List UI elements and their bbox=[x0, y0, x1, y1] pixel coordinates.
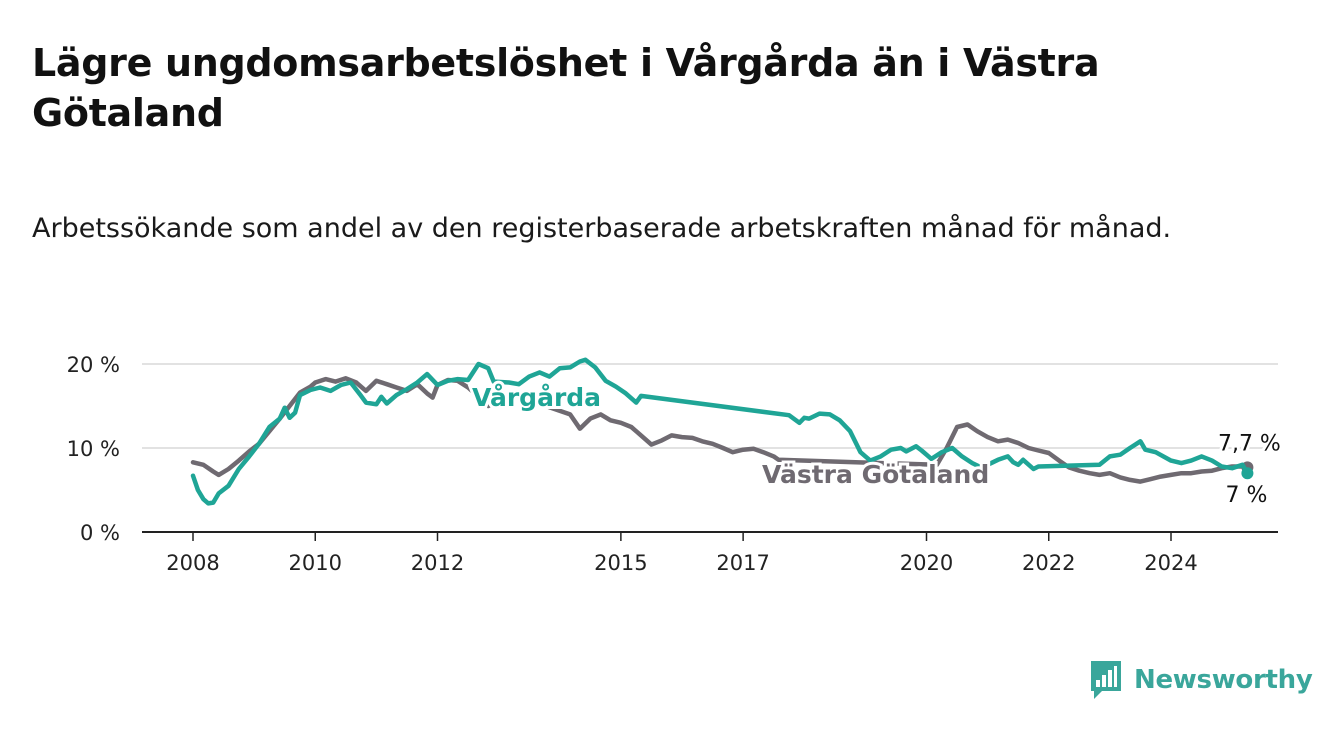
x-tick-label: 2020 bbox=[900, 551, 953, 575]
series-labels: Vårgårda Västra Götaland 7,7 % 7 % bbox=[469, 380, 1284, 511]
series-line-v-rg-rda bbox=[190, 357, 1250, 506]
series-label-vastra-gotaland: Västra Götaland bbox=[762, 460, 989, 489]
chart-subtitle: Arbetssökande som andel av den registerb… bbox=[32, 213, 1172, 244]
y-tick-label: 20 % bbox=[67, 353, 120, 377]
newsworthy-chart-icon bbox=[1091, 661, 1121, 699]
x-tick-label: 2017 bbox=[716, 551, 769, 575]
end-label-vastra-gotaland: 7,7 % bbox=[1218, 431, 1281, 456]
y-axis-ticks: 0 % 10 % 20 % bbox=[67, 353, 120, 545]
x-tick-label: 2008 bbox=[166, 551, 219, 575]
series-line-v-stra-g-taland bbox=[190, 376, 1250, 484]
y-tick-label: 10 % bbox=[67, 437, 120, 461]
end-label-vargarda: 7 % bbox=[1225, 483, 1267, 508]
end-point-v-rg-rda bbox=[1241, 467, 1254, 480]
chart-title: Lägre ungdomsarbetslöshet i Vårgårda än … bbox=[32, 41, 1100, 135]
x-axis-ticks: 2008 2010 2012 2015 2017 2020 2022 2024 bbox=[166, 532, 1198, 575]
x-tick-label: 2010 bbox=[289, 551, 342, 575]
brand-name: Newsworthy bbox=[1134, 665, 1313, 695]
y-tick-label: 0 % bbox=[80, 521, 120, 545]
series-label-vargarda: Vårgårda bbox=[472, 383, 601, 412]
grid-lines bbox=[142, 363, 1278, 449]
x-tick-label: 2024 bbox=[1144, 551, 1197, 575]
newsworthy-logo: Newsworthy bbox=[1088, 658, 1313, 702]
series-lines bbox=[190, 357, 1254, 506]
x-tick-label: 2015 bbox=[594, 551, 647, 575]
x-tick-label: 2022 bbox=[1022, 551, 1075, 575]
x-tick-label: 2012 bbox=[411, 551, 464, 575]
